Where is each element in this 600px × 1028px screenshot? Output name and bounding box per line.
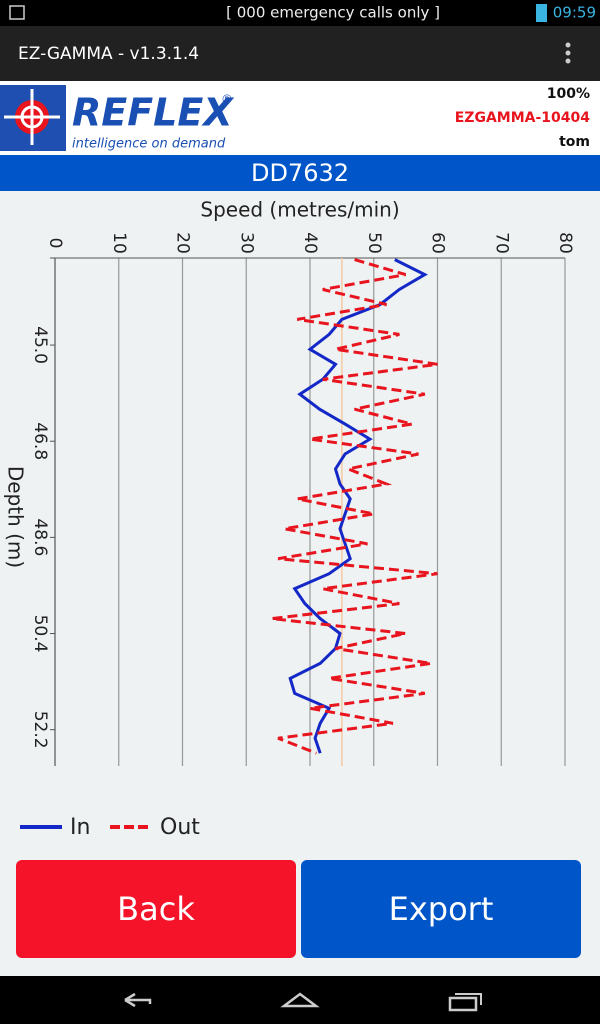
export-button[interactable]: Export [301, 860, 581, 958]
status-time: 09:59 [553, 4, 596, 22]
x-axis-title: Depth (m) [4, 466, 28, 568]
device-id: EZGAMMA-10404 [455, 110, 591, 126]
export-label: Export [389, 890, 494, 928]
status-bar [0, 0, 600, 26]
chart-area [0, 191, 600, 976]
nav-home[interactable] [280, 992, 320, 1008]
status-notice: [ 000 emergency calls only ] [226, 4, 440, 22]
y-tick-label: 80 [555, 232, 575, 254]
series-line [288, 258, 428, 754]
y-tick-label: 0 [45, 238, 65, 249]
app-bar [0, 26, 600, 81]
logo-mark: ® [221, 93, 233, 107]
nav-back[interactable] [124, 992, 152, 1008]
y-axis-title: Speed (metres/min) [200, 198, 399, 222]
back-button[interactable]: Back [16, 860, 296, 958]
y-tick-label: 20 [173, 232, 193, 254]
x-tick-label: 52.2 [30, 711, 50, 749]
x-tick-label: 48.6 [30, 518, 50, 556]
legend-label: Out [160, 815, 200, 840]
y-tick-label: 70 [491, 232, 511, 254]
x-tick-label: 50.4 [30, 615, 50, 653]
overflow-menu[interactable] [565, 42, 571, 64]
logo-tagline: intelligence on demand [72, 137, 226, 152]
header [0, 81, 600, 153]
nav-bar [0, 976, 600, 1024]
chart: Speed (metres/min) Depth (m) 0 10 20 30 40 50 60… [4, 198, 576, 841]
hole-title: DD7632 [251, 159, 349, 187]
y-tick-label: 30 [236, 232, 256, 254]
x-tick-label: 46.8 [30, 422, 50, 460]
back-label: Back [117, 890, 195, 928]
series-line [271, 258, 438, 755]
app-title: EZ-GAMMA - v1.3.1.4 [18, 44, 199, 64]
logo-icon [0, 85, 66, 151]
battery-icon [536, 4, 547, 22]
y-tick-label: 40 [300, 232, 320, 254]
x-tick-label: 45.0 [30, 326, 50, 364]
legend-label: In [70, 815, 90, 840]
user-name: tom [559, 134, 590, 150]
y-tick-label: 50 [364, 232, 384, 254]
nav-recents[interactable] [448, 993, 482, 1012]
battery-level: 100% [547, 86, 590, 102]
y-tick-label: 10 [109, 232, 129, 254]
notification-icon [9, 5, 25, 20]
hole-bar [0, 155, 600, 191]
logo-text: REFLEX [72, 91, 234, 135]
y-tick-label: 60 [428, 232, 448, 254]
